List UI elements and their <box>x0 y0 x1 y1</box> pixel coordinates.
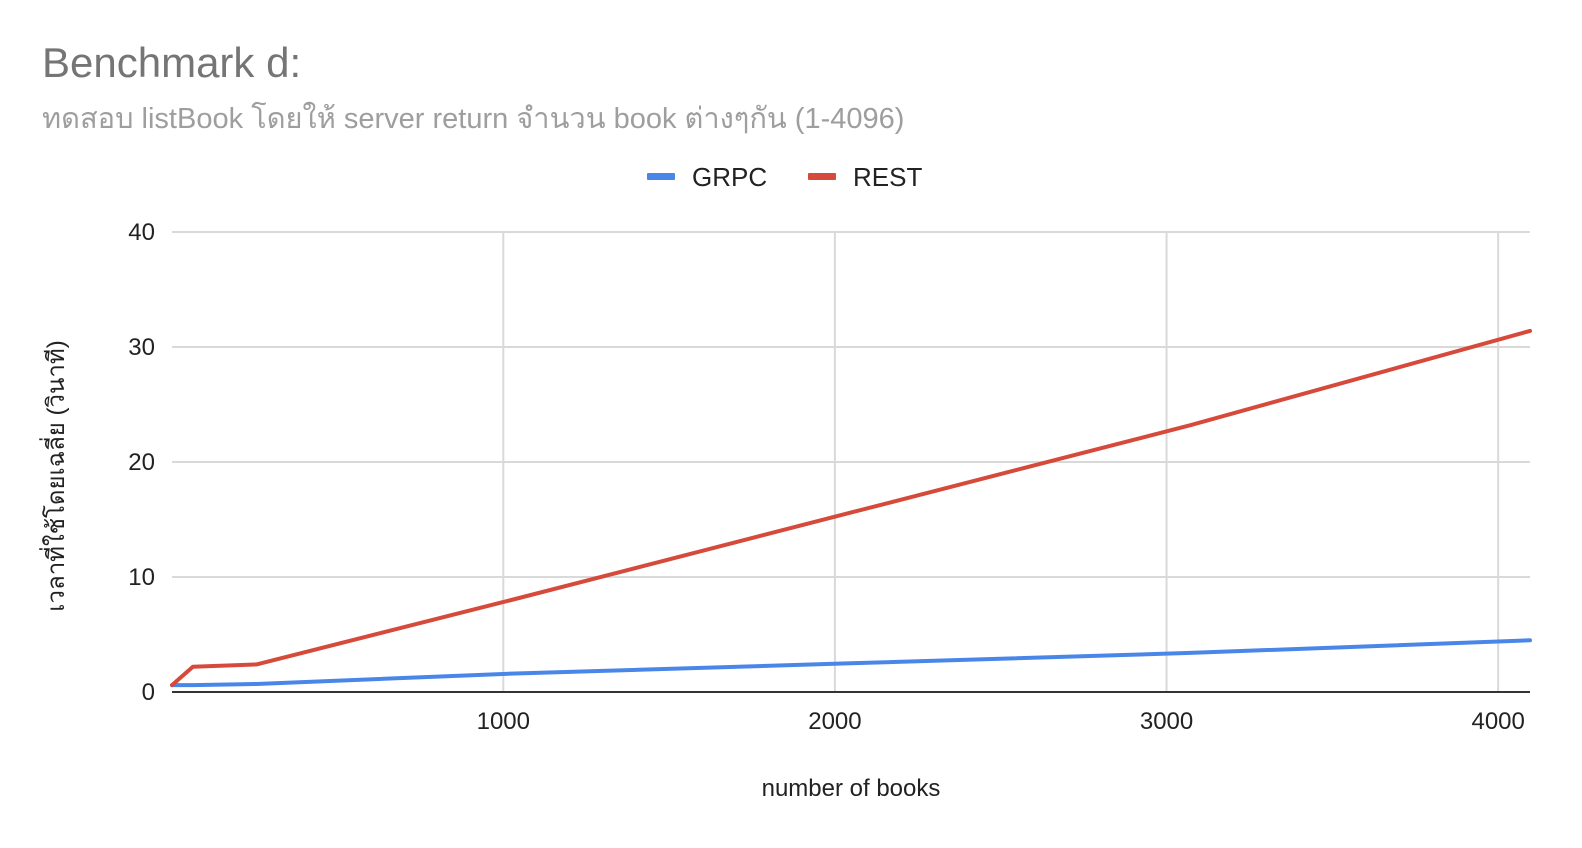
y-tick-label: 40 <box>128 219 155 246</box>
y-tick-label: 0 <box>142 679 155 706</box>
y-tick-label: 20 <box>128 449 155 476</box>
y-gridlines <box>172 231 1530 578</box>
x-axis-ticks: 1000 2000 3000 4000 <box>477 708 1525 735</box>
chart-subtitle: ทดสอบ listBook โดยให้ server return จำนว… <box>42 101 904 135</box>
x-gridlines <box>172 232 1530 693</box>
x-tick-label: 1000 <box>477 708 530 735</box>
x-axis-title: number of books <box>762 775 941 802</box>
y-tick-label: 10 <box>128 564 155 591</box>
legend-swatch-rest <box>808 173 836 180</box>
legend: GRPC REST <box>647 162 922 192</box>
series-line-grpc <box>170 638 1532 688</box>
y-tick-label: 30 <box>128 334 155 361</box>
y-axis-title: เวลาที่ใช้โดยเฉลี่ย (วินาที) <box>39 340 70 611</box>
series-line-rest <box>170 328 1532 688</box>
chart-title: Benchmark d: <box>42 39 301 86</box>
legend-swatch-grpc <box>647 173 675 180</box>
x-tick-label: 4000 <box>1471 708 1524 735</box>
legend-label-rest[interactable]: REST <box>853 162 922 192</box>
series-lines <box>170 328 1532 688</box>
legend-label-grpc[interactable]: GRPC <box>692 162 767 192</box>
x-tick-label: 2000 <box>808 708 861 735</box>
y-axis-ticks: 0 10 20 30 40 <box>128 219 155 706</box>
x-tick-label: 3000 <box>1140 708 1193 735</box>
